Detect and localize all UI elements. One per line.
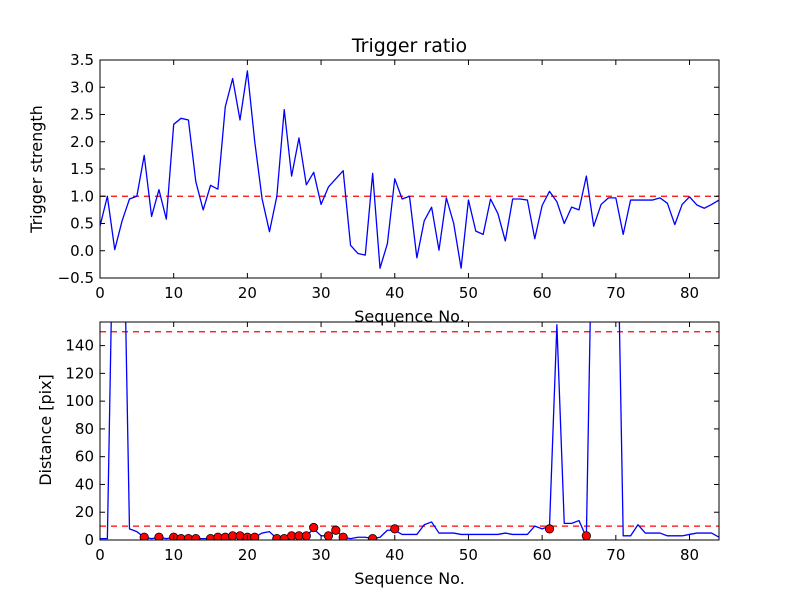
x-tick-label: 20	[238, 284, 257, 302]
y-axis-label: Distance [pix]	[36, 374, 55, 486]
x-tick-label: 20	[238, 546, 257, 564]
y-tick-label: 140	[65, 337, 94, 355]
y-tick-label: 0.5	[70, 215, 94, 233]
y-tick-label: 80	[75, 420, 94, 438]
x-tick-label: 10	[164, 284, 183, 302]
data-point	[581, 531, 591, 540]
x-tick-label: 10	[164, 546, 183, 564]
x-axis-label: Sequence No.	[354, 569, 465, 588]
x-tick-label: 30	[312, 284, 331, 302]
x-tick-label: 50	[459, 284, 478, 302]
y-tick-label: 60	[75, 448, 94, 466]
y-tick-label: 2.5	[70, 106, 94, 124]
x-tick-label: 40	[385, 284, 404, 302]
data-point	[309, 522, 319, 533]
x-tick-label: 0	[95, 284, 105, 302]
data-point	[250, 532, 260, 540]
data-point	[368, 534, 378, 540]
y-tick-label: −0.5	[58, 269, 94, 287]
x-tick-label: 60	[533, 284, 552, 302]
data-layer	[100, 322, 719, 540]
data-point	[323, 531, 334, 540]
x-tick-label: 30	[312, 546, 331, 564]
data-point	[544, 524, 555, 534]
data-point	[331, 525, 341, 535]
data-point	[139, 532, 149, 540]
chart-distance: 0 10 20 30 40 50 60 70 80 0 20 40 60 80 100 120 140 Sequ…	[36, 321, 720, 588]
y-tick-label: 1.5	[70, 160, 94, 178]
x-tick-label: 60	[533, 546, 552, 564]
y-tick-label: 120	[65, 364, 94, 382]
chart-trigger-ratio: Trigger ratio 0 10 20 30 40 50 60 70 80 −0.5 0.0 0.…	[27, 35, 720, 326]
data-point	[154, 532, 164, 540]
x-tick-label: 80	[680, 284, 699, 302]
y-tick-label: 1.0	[70, 187, 94, 205]
data-point	[191, 534, 201, 540]
chart-title: Trigger ratio	[351, 35, 467, 57]
y-tick-label: 100	[65, 392, 94, 410]
x-tick-label: 50	[459, 546, 478, 564]
y-tick-label: 40	[75, 475, 94, 493]
x-axis-label: Sequence No.	[354, 307, 465, 326]
data-point	[301, 531, 311, 540]
y-tick-label: 3.0	[70, 78, 94, 96]
x-tick-label: 80	[680, 546, 699, 564]
x-tick-label: 40	[385, 546, 404, 564]
plot-area: 0 10 20 30 40 50 60 70 80 0 20 40 60 80 100 120 140	[65, 321, 720, 564]
data-point	[390, 524, 400, 534]
y-tick-label: 0.0	[70, 242, 94, 260]
plot-area: 0 10 20 30 40 50 60 70 80 −0.5 0.0 0.5 1.0 1.5 2.0 2.5 3…	[58, 51, 720, 302]
y-tick-label: 20	[75, 503, 94, 521]
plot-frame	[99, 321, 720, 541]
series-line	[100, 322, 719, 540]
y-tick-label: 0	[84, 531, 94, 549]
x-tick-label: 0	[95, 546, 105, 564]
y-tick-label: 3.5	[70, 51, 94, 69]
x-tick-label: 70	[606, 546, 625, 564]
x-tick-label: 70	[606, 284, 625, 302]
data-point	[235, 531, 245, 540]
y-axis-label: Trigger strength	[27, 105, 46, 234]
data-layer	[100, 70, 719, 269]
series-line	[100, 70, 719, 269]
data-point	[338, 532, 348, 540]
y-tick-label: 2.0	[70, 133, 94, 151]
